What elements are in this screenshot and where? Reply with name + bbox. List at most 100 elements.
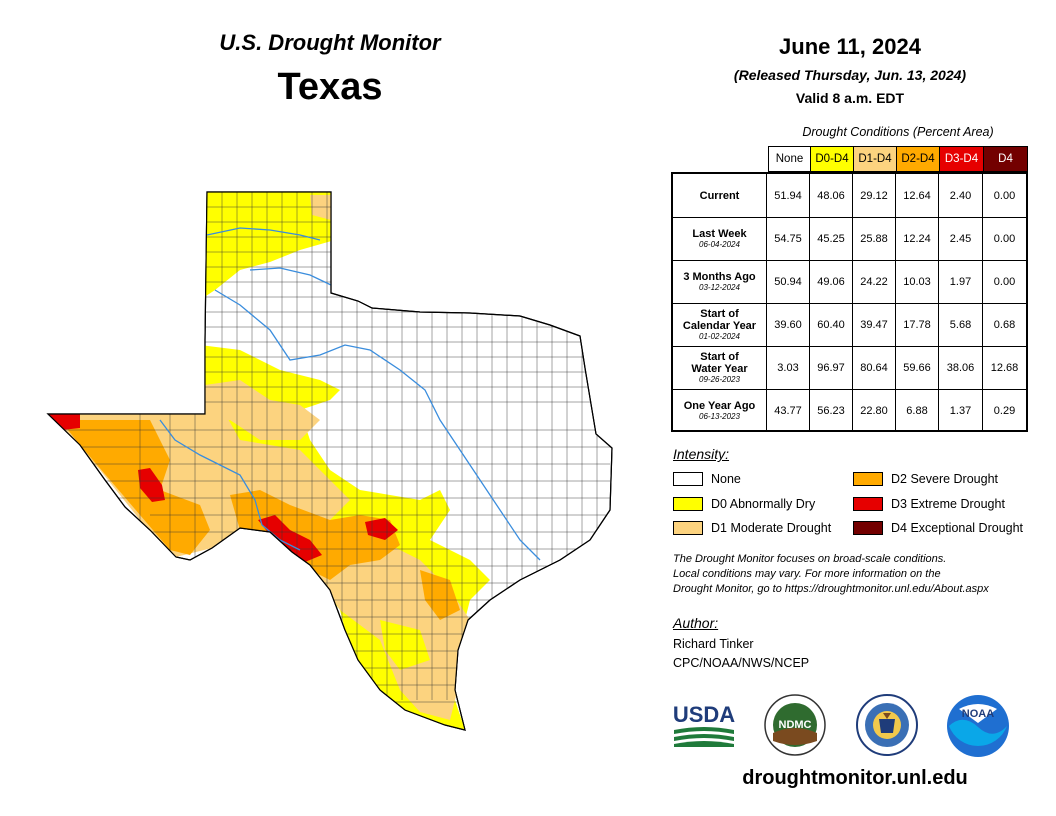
table-cell: 17.78 [896, 304, 939, 346]
col-header-d2-d4: D2-D4 [896, 146, 940, 172]
red-river [249, 267, 332, 286]
table-row-last-week: Last Week 06-04-2024 54.75 45.25 25.88 12… [673, 217, 1026, 260]
row-label: One Year Ago [683, 400, 756, 412]
d3-big-bend-area [138, 468, 165, 502]
table-cell: 6.88 [896, 390, 939, 432]
table-row-one-year-ago: One Year Ago 06-13-2023 43.77 56.23 22.80… [673, 389, 1026, 432]
table-cell: 59.66 [896, 347, 939, 389]
d3-el-paso-area [48, 410, 80, 430]
table-cell: 45.25 [810, 218, 853, 260]
col-header-d0-d4: D0-D4 [810, 146, 854, 172]
disclaimer-line: Drought Monitor, go to https://droughtmo… [673, 583, 989, 595]
table-row-3-months-ago: 3 Months Ago 03-12-2024 50.94 49.06 24.22… [673, 260, 1026, 303]
table-cell: 39.60 [767, 304, 810, 346]
legend-item-none: None [673, 471, 741, 487]
legend-item-d0: D0 Abnormally Dry [673, 496, 815, 512]
table-cell: 38.06 [939, 347, 983, 389]
legend-item-d4: D4 Exceptional Drought [853, 520, 1023, 536]
d2-big-bend-area [60, 420, 210, 555]
legend-item-d1: D1 Moderate Drought [673, 520, 831, 536]
ndmc-logo: NDMC [764, 694, 826, 756]
legend-swatch [673, 497, 703, 511]
table-cell: 22.80 [853, 390, 896, 432]
table-cell: 0.68 [993, 319, 1016, 331]
legend-item-d3: D3 Extreme Drought [853, 496, 1005, 512]
table-cell: 51.94 [767, 174, 810, 217]
table-cell: 12.68 [990, 362, 1019, 374]
table-row-current: Current 51.94 48.06 29.12 12.64 2.40 0.0… [673, 174, 1026, 217]
table-cell: 10.03 [896, 261, 939, 303]
author-title: Author: [673, 615, 719, 631]
row-date: 06-13-2023 [699, 412, 740, 421]
d0-coastal-bend-patch [380, 620, 430, 670]
row-label: Start of Water Year [691, 351, 748, 375]
table-cell: 29.12 [853, 174, 896, 217]
table-row-start-calendar-year: Start of Calendar Year 01-02-2024 39.60 6… [673, 303, 1026, 346]
row-date: 06-04-2024 [699, 240, 740, 249]
table-cell: 80.64 [853, 347, 896, 389]
author-org: CPC/NOAA/NWS/NCEP [673, 656, 810, 670]
d3-hill-country-area [365, 518, 398, 540]
legend-label: D0 Abnormally Dry [711, 497, 816, 511]
table-cell: 50.94 [767, 261, 810, 303]
legend-label: D4 Exceptional Drought [891, 521, 1024, 535]
legend-label: None [711, 472, 741, 486]
table-cell: 43.77 [767, 390, 810, 432]
pecos-river [214, 289, 541, 561]
table-row-start-water-year: Start of Water Year 09-26-2023 3.03 96.97… [673, 346, 1026, 389]
table-cell: 96.97 [810, 347, 853, 389]
table-cell: 2.40 [939, 174, 983, 217]
table-caption: Drought Conditions (Percent Area) [802, 125, 994, 139]
row-date: 01-02-2024 [699, 332, 740, 341]
table-cell: 0.29 [993, 405, 1016, 417]
col-header-d3-d4: D3-D4 [939, 146, 984, 172]
row-label: Start of Calendar Year [682, 308, 757, 332]
legend-label: D2 Severe Drought [891, 472, 999, 486]
table-cell: 48.06 [810, 174, 853, 217]
row-label: Last Week [692, 228, 747, 240]
row-date: 03-12-2024 [699, 283, 740, 292]
author-name: Richard Tinker [673, 637, 754, 651]
disclaimer: The Drought Monitor focuses on broad-sca… [673, 552, 1043, 597]
valid-time: Valid 8 a.m. EDT [795, 90, 905, 106]
table-cell: 2.45 [939, 218, 983, 260]
table-cell: 56.23 [810, 390, 853, 432]
d0-panhandle-area [200, 192, 335, 300]
ndmc-logo-text: NDMC [779, 719, 812, 731]
usda-logo: USDA [673, 702, 735, 747]
release-date: (Released Thursday, Jun. 13, 2024) [733, 67, 967, 83]
legend-swatch [853, 521, 883, 535]
d1-panhandle-patch [310, 195, 331, 220]
table-cell: 0.00 [993, 189, 1016, 202]
row-label: 3 Months Ago [683, 271, 756, 283]
drought-conditions-table: Current 51.94 48.06 29.12 12.64 2.40 0.0… [671, 172, 1028, 432]
table-cell: 3.03 [767, 347, 810, 389]
table-cell: 25.88 [853, 218, 896, 260]
table-cell: 5.68 [939, 304, 983, 346]
d1-trans-pecos-area [205, 380, 320, 440]
table-cell: 54.75 [767, 218, 810, 260]
d3-del-rio-area [258, 515, 322, 562]
table-cell: 0.00 [993, 233, 1016, 245]
legend-swatch [673, 472, 703, 486]
col-header-d1-d4: D1-D4 [853, 146, 897, 172]
table-cell: 12.64 [896, 174, 939, 217]
table-cell: 1.97 [939, 261, 983, 303]
legend-item-d2: D2 Severe Drought [853, 471, 998, 487]
map-date: June 11, 2024 [779, 34, 921, 59]
legend-label: D3 Extreme Drought [891, 497, 1005, 511]
website-link[interactable]: droughtmonitor.unl.edu [742, 767, 968, 789]
canadian-river [206, 227, 321, 241]
row-label: Current [699, 189, 740, 202]
table-cell: 49.06 [810, 261, 853, 303]
legend-swatch [673, 521, 703, 535]
d2-rio-grande-area [230, 490, 400, 580]
disclaimer-line: Local conditions may vary. For more info… [673, 568, 941, 580]
table-cell: 1.37 [939, 390, 983, 432]
disclaimer-line: The Drought Monitor focuses on broad-sca… [673, 553, 947, 565]
legend-swatch [853, 497, 883, 511]
legend-swatch [853, 472, 883, 486]
table-cell: 12.24 [896, 218, 939, 260]
legend-label: D1 Moderate Drought [711, 521, 832, 535]
noaa-logo-text: NOAA [962, 708, 994, 720]
